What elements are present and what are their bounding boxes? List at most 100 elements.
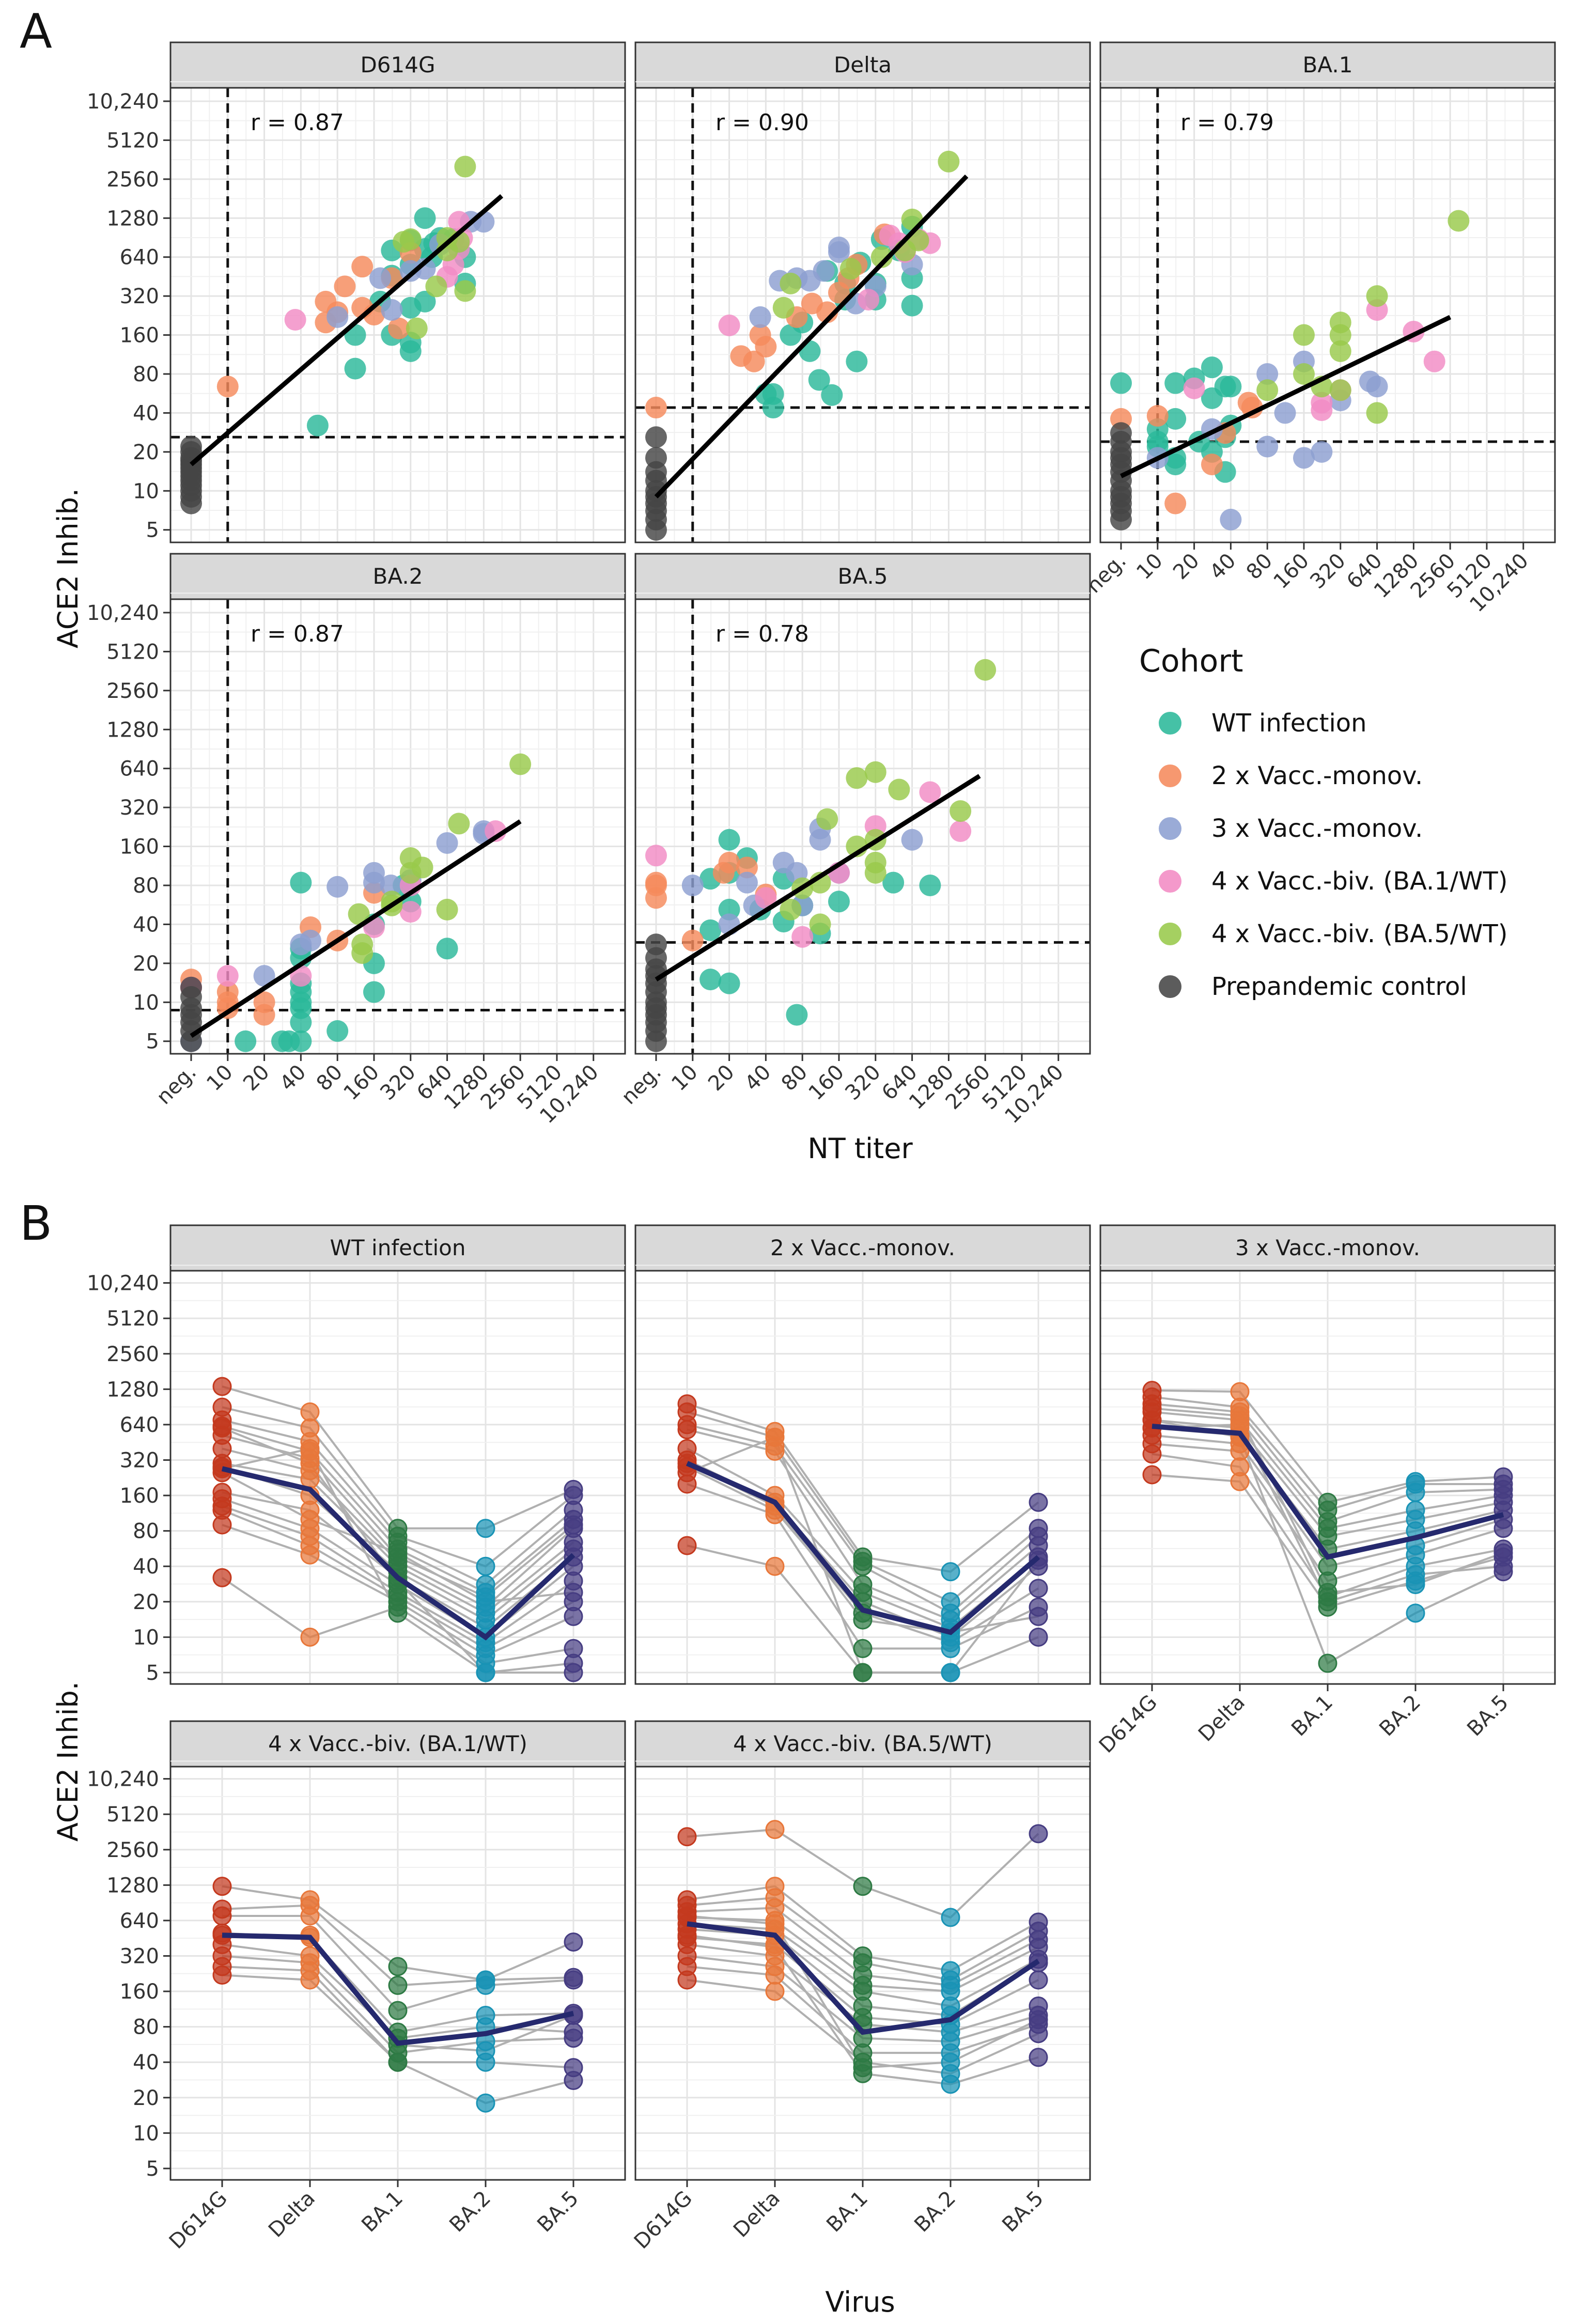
point-ba-5: [1029, 1824, 1048, 1844]
points: [212, 1377, 583, 1682]
median-line: [687, 1921, 1040, 2035]
point-ba-1: [853, 1556, 873, 1576]
point-prepandemic-control: [180, 1030, 202, 1052]
point-4-x-vacc-biv-ba-5-wt: [846, 767, 868, 789]
point-d614g: [212, 1877, 232, 1896]
x-tick-label: 20: [704, 1060, 739, 1096]
point-wt-infection: [901, 294, 923, 317]
panel-header: [634, 1720, 1091, 1768]
point-ba-5: [564, 1663, 583, 1682]
median-line: [222, 1932, 574, 2046]
point-wt-infection: [1164, 454, 1187, 476]
point-2-x-vacc-monov: [645, 887, 667, 909]
y-tick-label: 2560: [106, 1838, 159, 1862]
point-2-x-vacc-monov: [736, 856, 758, 879]
y-tick-label: 5: [146, 2157, 159, 2181]
point-4-x-vacc-biv-ba-1-wt: [858, 289, 880, 311]
point-ba-1: [853, 1639, 873, 1658]
point-ba-5: [1493, 1543, 1513, 1563]
r-label: r = 0.79: [1180, 110, 1274, 136]
point-ba-5: [1029, 1970, 1048, 1990]
point-4-x-vacc-biv-ba-5-wt: [509, 753, 532, 775]
point-4-x-vacc-biv-ba-1-wt: [399, 901, 422, 923]
y-tick-label: 640: [120, 246, 159, 270]
y-tick-label: 640: [120, 757, 159, 781]
legend-label: 2 x Vacc.-monov.: [1211, 761, 1423, 790]
point-3-x-vacc-monov: [253, 965, 275, 987]
point-3-x-vacc-monov: [828, 241, 850, 263]
point-wt-infection: [699, 919, 722, 941]
panel-header: [169, 1224, 626, 1272]
point-ba-2: [476, 1592, 495, 1612]
x-tick-label: neg.: [152, 1060, 201, 1110]
x-tick-label: Delta: [264, 2187, 320, 2242]
point-4-x-vacc-biv-ba-5-wt: [448, 813, 470, 835]
point-4-x-vacc-biv-ba-5-wt: [351, 942, 374, 964]
point-4-x-vacc-biv-ba-5-wt: [1329, 340, 1351, 362]
point-d614g: [677, 1420, 697, 1440]
y-tick-label: 320: [120, 1448, 159, 1472]
legend-label: 3 x Vacc.-monov.: [1211, 814, 1423, 843]
x-tick-label: 40: [740, 1060, 776, 1096]
point-4-x-vacc-biv-ba-5-wt: [425, 275, 447, 298]
y-tick-label: 1280: [106, 1874, 159, 1897]
panel-title: 3 x Vacc.-monov.: [1235, 1235, 1420, 1260]
legend-item-4-x-vacc-biv-ba-1-wt: 4 x Vacc.-biv. (BA.1/WT): [1159, 867, 1507, 896]
gridlines: [170, 1760, 625, 2180]
regression-line: [1120, 315, 1452, 478]
point-delta: [300, 1510, 320, 1530]
point-ba-2: [476, 1975, 495, 1995]
point-prepandemic-control: [1110, 508, 1132, 531]
point-2-x-vacc-monov: [681, 929, 704, 952]
point-ba-2: [941, 2052, 960, 2072]
line-panel-4-x-vacc-biv-ba-5-wt: 4 x Vacc.-biv. (BA.5/WT) D614G Delta BA.1 BA…: [630, 1720, 1091, 2254]
y-tick-label: 160: [120, 1484, 159, 1508]
point-4-x-vacc-biv-ba-5-wt: [780, 272, 802, 294]
point-3-x-vacc-monov: [1220, 508, 1242, 531]
point-4-x-vacc-biv-ba-5-wt: [1293, 363, 1315, 385]
plot-frame: [169, 598, 626, 1055]
point-2-x-vacc-monov: [253, 1004, 275, 1026]
point-wt-infection: [344, 357, 366, 380]
panel-title: Delta: [834, 52, 892, 77]
legend-swatch: [1159, 975, 1181, 998]
point-ba-1: [853, 1877, 873, 1896]
y-tick-label: 20: [133, 2086, 159, 2110]
point-d614g: [212, 1377, 232, 1396]
point-2-x-vacc-monov: [351, 256, 374, 278]
point-ba-2: [941, 1562, 960, 1582]
point-3-x-vacc-monov: [326, 876, 349, 898]
y-tick-label: 80: [133, 363, 159, 386]
point-ba-2: [941, 1663, 960, 1682]
legend-label: 4 x Vacc.-biv. (BA.5/WT): [1211, 919, 1507, 948]
y-tick-label: 40: [133, 2051, 159, 2075]
y-tick-label: 640: [120, 1909, 159, 1933]
line-panel-4-x-vacc-biv-ba-1-wt: 4 x Vacc.-biv. (BA.1/WT) 5 10 20 40 80 160 320 6…: [87, 1720, 626, 2254]
y-tick-label: 10,240: [87, 90, 159, 114]
point-wt-infection: [699, 969, 722, 991]
point-delta: [765, 1914, 785, 1933]
plot-frame: [1099, 87, 1556, 543]
point-3-x-vacc-monov: [901, 829, 923, 851]
point-3-x-vacc-monov: [414, 258, 436, 280]
panel-header: [169, 1720, 626, 1768]
point-delta: [765, 1556, 785, 1576]
y-tick-label: 2560: [106, 168, 159, 192]
y-tick-label: 5120: [106, 640, 159, 664]
point-wt-infection: [1164, 408, 1187, 430]
y-tick-label: 640: [120, 1413, 159, 1437]
line-panels: WT infection5102040801603206401280256051…: [87, 1224, 1556, 2254]
point-3-x-vacc-monov: [369, 267, 392, 289]
point-4-x-vacc-biv-ba-5-wt: [1293, 324, 1315, 346]
point-4-x-vacc-biv-ba-5-wt: [938, 150, 960, 173]
point-4-x-vacc-biv-ba-1-wt: [216, 965, 239, 987]
point-ba-5: [564, 1932, 583, 1952]
point-prepandemic-control: [645, 519, 667, 541]
point-3-x-vacc-monov: [326, 306, 349, 328]
legend-title: Cohort: [1139, 643, 1243, 679]
point-wt-infection: [290, 871, 312, 894]
panel-title: BA.2: [373, 564, 423, 589]
point-2-x-vacc-monov: [1146, 405, 1169, 427]
